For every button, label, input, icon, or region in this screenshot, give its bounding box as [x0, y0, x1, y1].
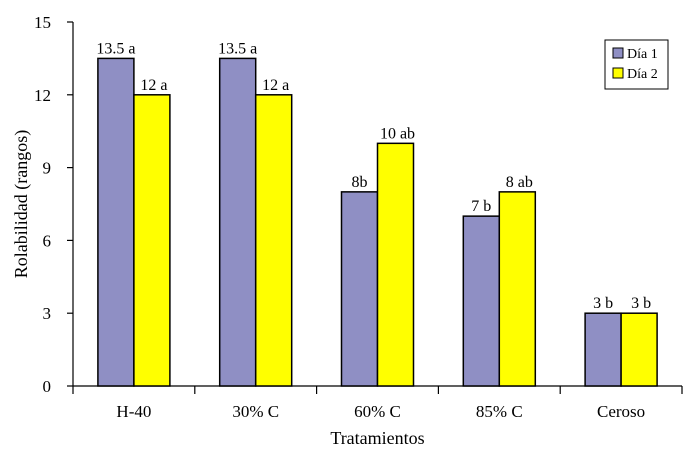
bar-dia-1	[462, 215, 501, 387]
legend: Día 1 Día 2	[604, 39, 669, 90]
y-tick-label: 0	[43, 377, 52, 396]
data-label: 13.5 a	[218, 40, 257, 57]
bar-dia-2	[376, 142, 415, 387]
data-label: 12 a	[262, 77, 289, 94]
bar-dia-2	[498, 191, 537, 387]
legend-label: Día 1	[627, 47, 658, 62]
y-tick-label: 12	[34, 86, 51, 105]
y-tick-label: 6	[43, 231, 52, 250]
bar-dia-2	[254, 94, 293, 387]
y-tick-label: 9	[43, 159, 52, 178]
bar-dia-1	[340, 191, 379, 387]
data-label: 8 ab	[506, 174, 533, 191]
legend-swatch	[612, 47, 624, 59]
x-tick-label: Ceroso	[597, 402, 645, 421]
x-tick-label: 30% C	[232, 402, 279, 421]
data-label: 3 b	[631, 295, 651, 312]
data-label: 8b	[352, 174, 368, 191]
data-label: 13.5 a	[96, 40, 135, 57]
data-label: 7 b	[471, 198, 491, 215]
data-labels: 13.5 a 12 a 13.5 a 12 a 8b 10 ab 7 b 8 ab 3 b 3 b	[96, 40, 651, 312]
data-label: 12 a	[140, 77, 167, 94]
y-axis-label: Rolabilidad (rangos)	[11, 130, 32, 278]
y-tick-label: 3	[43, 304, 52, 323]
legend-swatch	[612, 67, 624, 79]
x-axis: H-40 30% C 60% C 85% C Ceroso	[72, 385, 683, 421]
data-label: 3 b	[593, 295, 613, 312]
data-label: 10 ab	[380, 125, 415, 142]
legend-label: Día 2	[627, 67, 658, 82]
bar-dia-1	[97, 57, 135, 387]
y-tick-label: 15	[34, 13, 51, 32]
y-axis: 0 3 6 9 12 15	[34, 13, 74, 396]
bars	[97, 57, 658, 387]
bar-dia-2	[133, 94, 171, 387]
bar-dia-1	[584, 312, 622, 387]
x-tick-label: H-40	[116, 402, 151, 421]
bar-dia-1	[218, 57, 257, 387]
bar-dia-2	[620, 312, 658, 387]
x-tick-label: 60% C	[354, 402, 401, 421]
x-axis-label: Tratamientos	[330, 428, 424, 448]
x-tick-label: 85% C	[476, 402, 523, 421]
